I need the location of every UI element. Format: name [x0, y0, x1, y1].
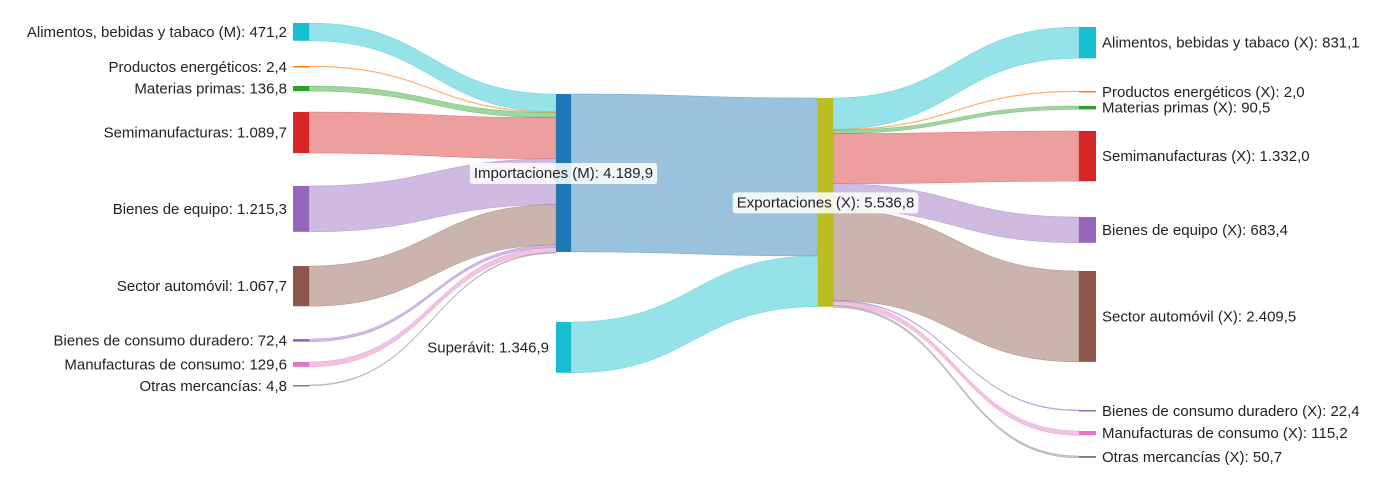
node-label-exp-auto: Sector automóvil (X): 2.409,5 — [1102, 308, 1296, 325]
node-label-exportaciones: Exportaciones (X): 5.536,8 — [737, 194, 915, 211]
node-exp-alim — [1079, 27, 1096, 58]
node-imp-dur — [293, 339, 309, 342]
node-exp-mat — [1079, 106, 1096, 109]
node-imp-ener — [293, 66, 309, 68]
node-label-imp-equi: Bienes de equipo: 1.215,3 — [113, 201, 287, 218]
node-exp-otr — [1079, 456, 1096, 458]
node-label-exp-dur: Bienes de consumo duradero (X): 22,4 — [1102, 403, 1360, 420]
node-exp-dur — [1079, 410, 1096, 412]
node-label-imp-alim: Alimentos, bebidas y tabaco (M): 471,2 — [27, 24, 287, 41]
node-label-imp-otr: Otras mercancías: 4,8 — [139, 378, 287, 395]
link-exportaciones-to-exp-semi — [833, 131, 1079, 184]
node-label-exp-equi: Bienes de equipo (X): 683,4 — [1102, 222, 1288, 239]
node-imp-otr — [293, 385, 309, 387]
node-label-imp-dur: Bienes de consumo duradero: 72,4 — [54, 332, 288, 349]
node-exp-semi — [1079, 131, 1096, 181]
node-imp-mat — [293, 86, 309, 91]
node-superavit — [556, 322, 571, 373]
node-label-importaciones: Importaciones (M): 4.189,9 — [474, 165, 653, 182]
node-label-exp-mat: Materias primas (X): 90,5 — [1102, 100, 1270, 117]
node-label-imp-auto: Sector automóvil: 1.067,7 — [117, 278, 287, 295]
links-layer — [309, 23, 1079, 458]
node-label-box-superavit: Superávit: 1.346,9 — [427, 339, 549, 356]
node-label-box-importaciones: Importaciones (M): 4.189,9 — [470, 163, 657, 184]
link-superavit-to-exportaciones — [571, 256, 818, 373]
node-label-superavit: Superávit: 1.346,9 — [427, 339, 549, 356]
node-label-exp-manu: Manufacturas de consumo (X): 115,2 — [1102, 425, 1348, 442]
node-label-exp-alim: Alimentos, bebidas y tabaco (X): 831,1 — [1102, 35, 1360, 52]
node-label-exp-semi: Semimanufacturas (X): 1.332,0 — [1102, 148, 1310, 165]
node-exp-auto — [1079, 271, 1096, 362]
node-exp-manu — [1079, 431, 1096, 435]
node-label-imp-manu: Manufacturas de consumo: 129,6 — [64, 356, 287, 373]
node-label-imp-mat: Materias primas: 136,8 — [134, 81, 287, 98]
node-label-exp-ener: Productos energéticos (X): 2,0 — [1102, 84, 1305, 101]
node-exp-ener — [1079, 91, 1096, 93]
node-label-imp-semi: Semimanufacturas: 1.089,7 — [104, 125, 287, 142]
link-exportaciones-to-exp-alim — [833, 27, 1079, 129]
link-imp-semi-to-importaciones — [309, 112, 556, 159]
node-label-exp-otr: Otras mercancías (X): 50,7 — [1102, 449, 1282, 466]
node-imp-manu — [293, 362, 309, 367]
node-imp-auto — [293, 266, 309, 306]
node-exp-equi — [1079, 217, 1096, 243]
node-label-imp-ener: Productos energéticos: 2,4 — [109, 59, 287, 76]
node-label-box-exportaciones: Exportaciones (X): 5.536,8 — [733, 192, 919, 213]
node-imp-equi — [293, 186, 309, 232]
node-imp-alim — [293, 23, 309, 41]
node-imp-semi — [293, 112, 309, 153]
